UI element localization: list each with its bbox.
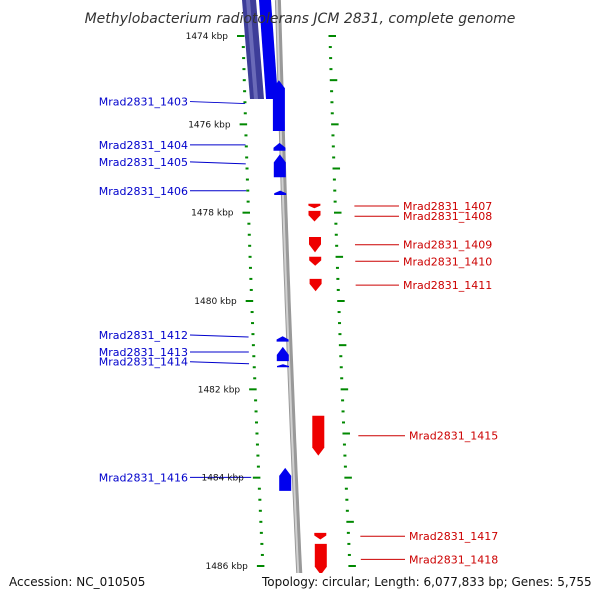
gene-label-mrad2831_1413[interactable]: Mrad2831_1413 — [99, 346, 188, 359]
gene-arrow-mrad2831_1414[interactable] — [277, 364, 289, 368]
gene-label-mrad2831_1410[interactable]: Mrad2831_1410 — [403, 255, 492, 268]
kbp-label: 1486 kbp — [205, 562, 248, 572]
gene-arrow-mrad2831_1409[interactable] — [309, 237, 321, 253]
gene-arrow-mrad2831_1412[interactable] — [276, 336, 289, 342]
gene-arrow-mrad2831_1415[interactable] — [312, 415, 325, 456]
gene-arrow-mrad2831_1410[interactable] — [309, 256, 322, 266]
gene-label-mrad2831_1403[interactable]: Mrad2831_1403 — [99, 96, 188, 109]
gene-arrow-mrad2831_1411[interactable] — [309, 278, 322, 292]
kbp-label: 1474 kbp — [186, 32, 229, 42]
gene-label-mrad2831_1417[interactable]: Mrad2831_1417 — [409, 530, 498, 543]
gene-leader-line — [189, 334, 249, 338]
kbp-scale: 1474 kbp 1476 kbp 1478 kbp 1480 kbp 1482 kbp… — [186, 32, 249, 572]
gene-label-mrad2831_1416[interactable]: Mrad2831_1416 — [99, 471, 188, 484]
gene-label-mrad2831_1404[interactable]: Mrad2831_1404 — [99, 139, 188, 152]
gene-label-mrad2831_1414[interactable]: Mrad2831_1414 — [99, 356, 188, 369]
gene-arrow-mrad2831_1405[interactable] — [273, 154, 286, 178]
gene-arrow-mrad2831_1408[interactable] — [308, 210, 321, 222]
footer-backdrop — [0, 573, 600, 600]
gene-label-mrad2831_1408[interactable]: Mrad2831_1408 — [403, 210, 492, 223]
gene-labels: Mrad2831_1403 Mrad2831_1404 Mrad2831_1405 M… — [99, 96, 498, 567]
gene-features — [272, 80, 327, 575]
top-band-blue — [259, 0, 278, 99]
gene-arrow-mrad2831_1417[interactable] — [314, 532, 327, 540]
gene-label-mrad2831_1415[interactable]: Mrad2831_1415 — [409, 430, 498, 443]
kbp-label: 1482 kbp — [198, 385, 241, 395]
gene-arrow-mrad2831_1404[interactable] — [273, 142, 286, 151]
gene-leader-line — [189, 361, 250, 365]
gene-label-mrad2831_1405[interactable]: Mrad2831_1405 — [99, 156, 188, 169]
gene-label-mrad2831_1418[interactable]: Mrad2831_1418 — [409, 553, 498, 566]
gene-arrow-mrad2831_1406[interactable] — [274, 190, 287, 195]
kbp-label: 1476 kbp — [188, 120, 231, 130]
gene-arrow-mrad2831_1418[interactable] — [314, 543, 327, 575]
gene-arrow-mrad2831_1413[interactable] — [276, 346, 289, 362]
topology-text: Topology: circular; Length: 6,077,833 bp… — [261, 575, 592, 589]
gene-label-mrad2831_1407[interactable]: Mrad2831_1407 — [403, 200, 492, 213]
gene-arrow-mrad2831_1416[interactable] — [279, 467, 292, 491]
accession-text: Accession: NC_010505 — [9, 575, 145, 589]
kbp-label: 1478 kbp — [191, 209, 234, 219]
gene-arrow-mrad2831_1403[interactable] — [272, 80, 285, 131]
gene-label-mrad2831_1406[interactable]: Mrad2831_1406 — [99, 185, 188, 198]
gene-leader-line — [189, 161, 246, 165]
kbp-label: 1484 kbp — [201, 474, 244, 484]
gene-arrow-mrad2831_1407[interactable] — [308, 203, 321, 209]
tick-marks — [237, 35, 356, 567]
kbp-label: 1480 kbp — [194, 297, 237, 307]
gene-label-mrad2831_1412[interactable]: Mrad2831_1412 — [99, 329, 188, 342]
map-title: Methylobacterium radiotolerans JCM 2831,… — [85, 11, 516, 27]
gene-label-mrad2831_1411[interactable]: Mrad2831_1411 — [403, 279, 492, 292]
gene-leader-line — [189, 101, 245, 105]
gene-label-mrad2831_1409[interactable]: Mrad2831_1409 — [403, 239, 492, 252]
top-gene-band — [242, 0, 278, 99]
top-band-shade — [246, 0, 258, 99]
